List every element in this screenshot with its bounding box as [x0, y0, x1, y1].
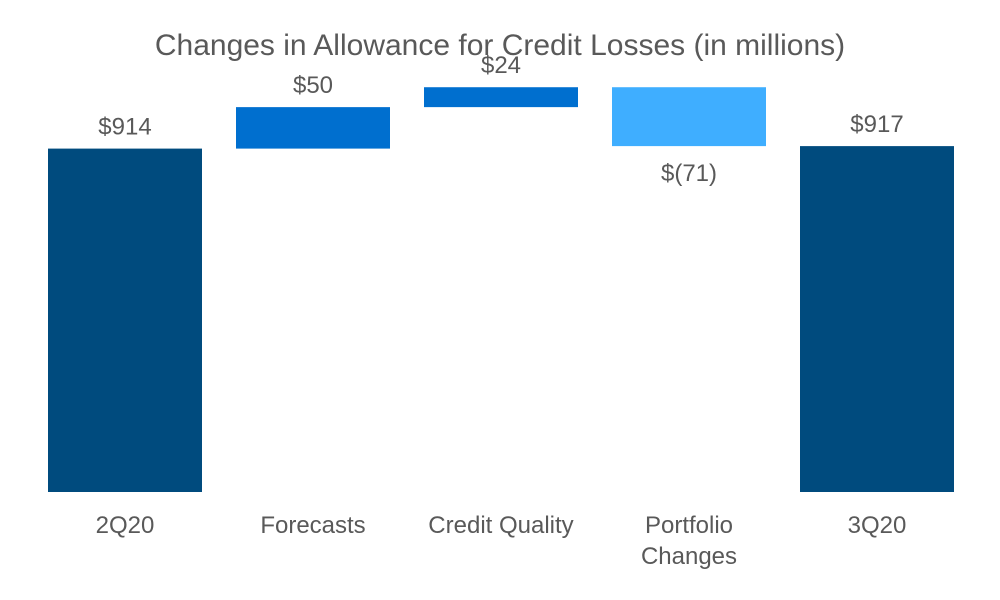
chart-title: Changes in Allowance for Credit Losses (… [155, 29, 845, 62]
value-label-2: $50 [293, 72, 333, 99]
category-label-4-line-2: Changes [641, 543, 737, 570]
value-label-5: $917 [850, 111, 903, 138]
value-label-1: $914 [98, 114, 151, 141]
category-labels-layer: 2Q20 Forecasts Credit Quality Portfolio Chan… [96, 512, 907, 570]
category-label-5: 3Q20 [848, 512, 907, 539]
bars-layer [48, 87, 954, 492]
value-labels-layer: $914 $50 $24 $(71) $917 [98, 52, 903, 187]
category-label-1: 2Q20 [96, 512, 155, 539]
value-label-4: $(71) [661, 160, 717, 187]
bar-4 [612, 87, 766, 147]
value-label-3: $24 [481, 52, 521, 79]
category-label-4-line-1: Portfolio [645, 512, 733, 539]
category-label-2: Forecasts [260, 512, 365, 539]
bar-3 [424, 87, 578, 108]
category-label-3: Credit Quality [428, 512, 573, 539]
bar-2 [236, 107, 390, 149]
bar-5 [800, 146, 954, 492]
bar-1 [48, 148, 202, 492]
